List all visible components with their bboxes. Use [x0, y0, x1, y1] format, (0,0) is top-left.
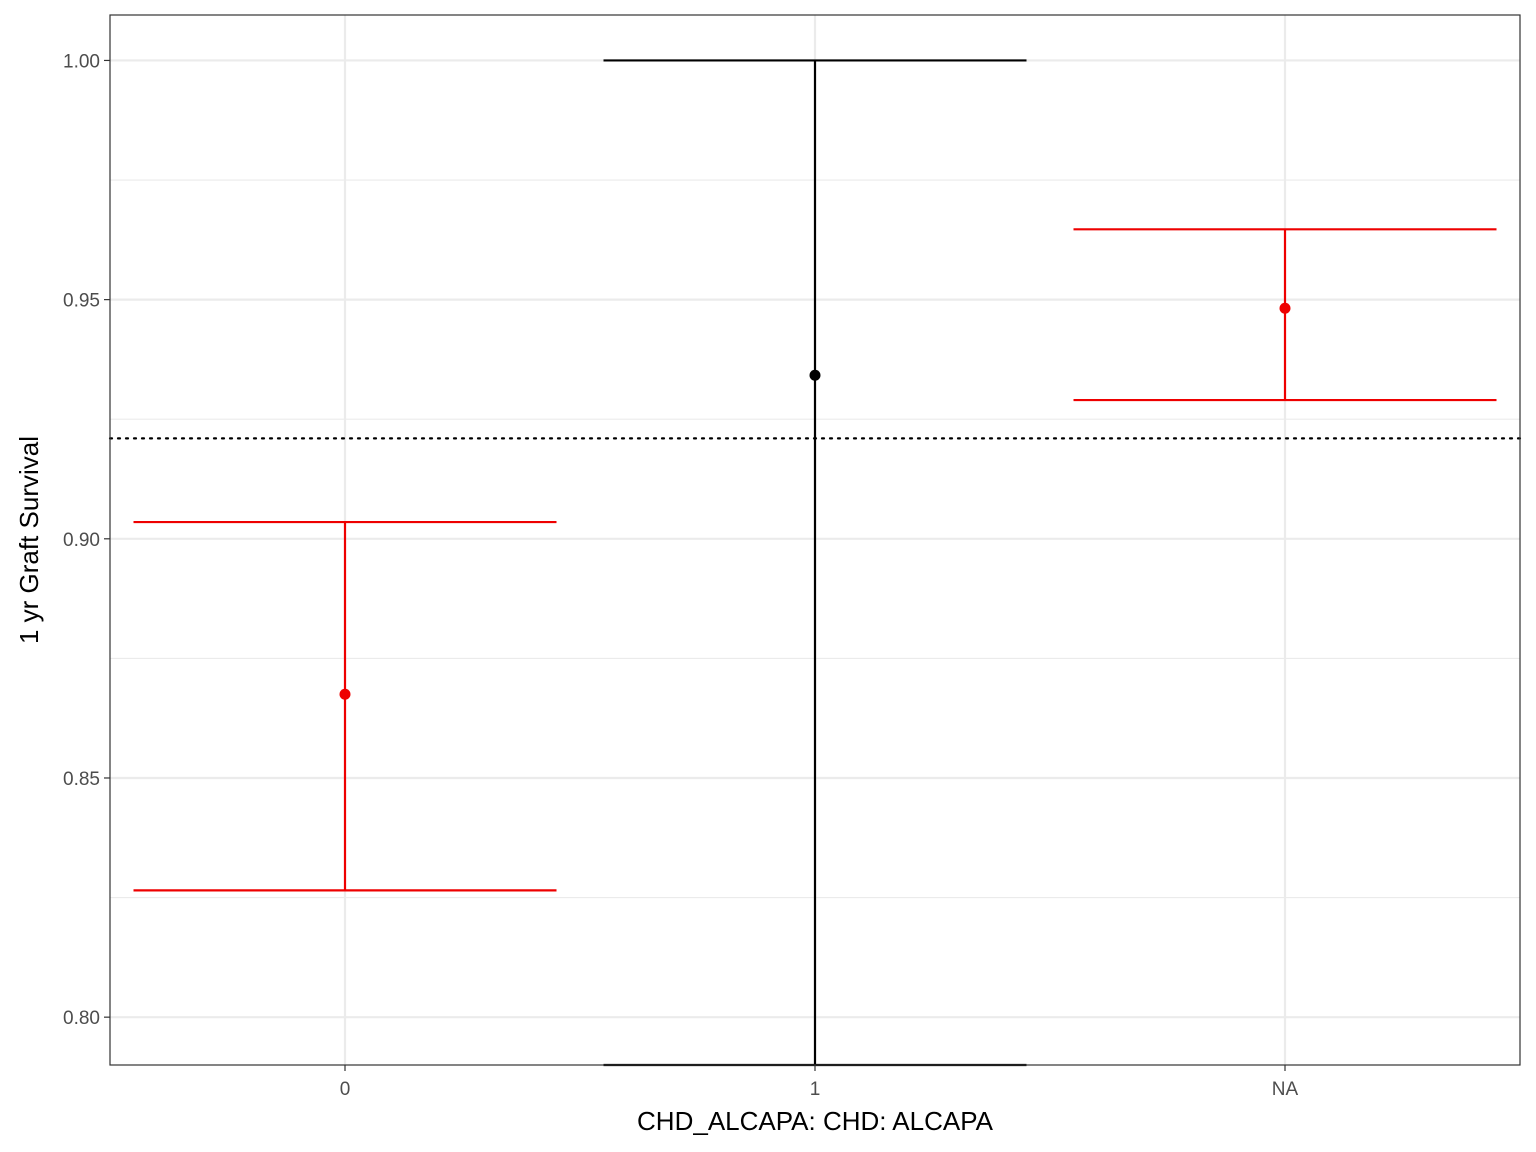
y-tick-label: 0.95 [63, 291, 100, 312]
x-tick-label: NA [1272, 1079, 1299, 1100]
y-tick-label: 1.00 [63, 51, 100, 72]
x-tick-label: 1 [810, 1079, 821, 1100]
errorbar-1 [603, 59, 1027, 1067]
x-axis-title: CHD_ALCAPA: CHD: ALCAPA [637, 1106, 994, 1136]
y-axis-ticks: 0.80 0.85 0.90 0.95 1.00 [63, 51, 110, 1029]
errorbar-na [1073, 228, 1497, 402]
point-estimate [1279, 302, 1291, 314]
point-estimate [339, 688, 351, 700]
errorbar-marks [133, 59, 1497, 1067]
x-tick-label: 0 [340, 1079, 351, 1100]
y-tick-label: 0.90 [63, 530, 100, 551]
x-axis-ticks: 0 1 NA [340, 1065, 1299, 1100]
errorbar-0 [133, 520, 557, 892]
y-tick-label: 0.80 [63, 1008, 100, 1029]
point-estimate [809, 369, 821, 381]
y-tick-label: 0.85 [63, 769, 100, 790]
y-axis-title: 1 yr Graft Survival [14, 436, 44, 644]
